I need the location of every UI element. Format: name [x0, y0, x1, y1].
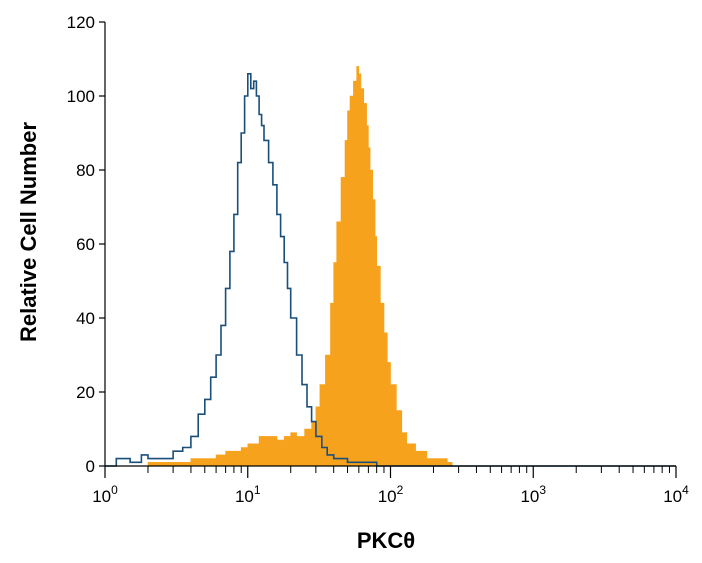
x-axis: 100 101 102 103 104 — [92, 465, 689, 506]
y-tick-label: 100 — [67, 87, 95, 106]
x-tick-label: 103 — [520, 483, 546, 506]
x-tick-label: 104 — [663, 483, 689, 506]
x-tick-label: 100 — [92, 483, 118, 506]
x-tick-label: 102 — [378, 483, 404, 506]
outline-histogram-series — [105, 73, 676, 467]
y-axis: 0 20 40 60 80 100 120 — [67, 13, 106, 476]
y-tick-label: 60 — [76, 235, 95, 254]
y-tick-label: 120 — [67, 13, 95, 32]
y-axis-title: Relative Cell Number — [16, 122, 41, 343]
y-tick-label: 0 — [86, 457, 95, 476]
x-axis-title: PKCθ — [357, 528, 415, 553]
y-tick-label: 80 — [76, 161, 95, 180]
x-tick-label: 101 — [235, 483, 261, 506]
y-tick-label: 40 — [76, 309, 95, 328]
y-tick-label: 20 — [76, 383, 95, 402]
filled-histogram-series — [105, 66, 676, 467]
plot-area — [105, 66, 676, 467]
